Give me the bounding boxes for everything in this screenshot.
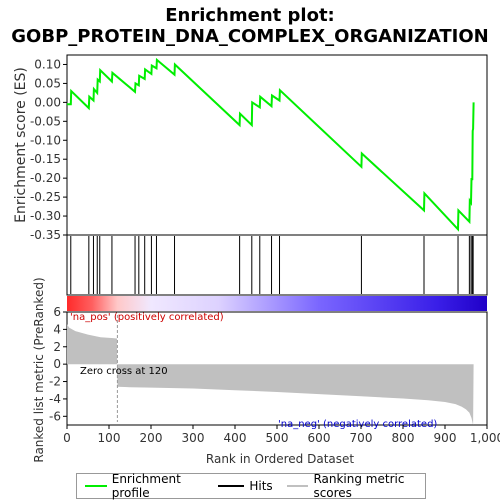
metric-y-axis: 6 4 2 0 -2 -4 -6 (49, 305, 67, 423)
es-y-axis-title: Enrichment score (ES) (13, 67, 29, 223)
x-tick-label: 500 (266, 431, 289, 445)
es-y-tick-label: -0.25 (30, 190, 61, 204)
metric-y-tick-label: 6 (53, 305, 61, 319)
es-y-tick-label: 0.00 (34, 95, 61, 109)
zero-cross-label: Zero cross at 120 (80, 366, 168, 377)
x-tick-label: 800 (392, 431, 415, 445)
metric-y-tick-label: 2 (53, 340, 61, 354)
metric-y-axis-title: Ranked list metric (PreRanked) (32, 277, 46, 462)
es-y-tick-label: -0.10 (30, 133, 61, 147)
hits-swatch-icon (218, 485, 244, 487)
x-tick-label: 200 (140, 431, 163, 445)
x-tick-label: 700 (350, 431, 373, 445)
es-y-tick-label: -0.35 (30, 228, 61, 242)
es-y-tick-label: -0.15 (30, 152, 61, 166)
legend-item-hits: Hits (218, 479, 272, 493)
es-y-tick-label: 0.10 (34, 57, 61, 71)
negative-correlation-label: 'na_neg' (negatively correlated) (278, 419, 437, 430)
enrichment-swatch-icon (85, 485, 107, 487)
ranking-heatbar (67, 296, 487, 311)
es-y-tick-label: 0.05 (34, 76, 61, 90)
ranking-swatch-icon (287, 485, 309, 487)
legend-enrichment-label: Enrichment profile (112, 472, 205, 500)
metric-y-tick-label: 4 (53, 322, 61, 336)
metric-y-tick-label: -2 (49, 375, 61, 389)
es-y-tick-label: -0.30 (30, 209, 61, 223)
es-y-tick-label: -0.20 (30, 171, 61, 185)
x-tick-label: 400 (224, 431, 247, 445)
es-y-axis: 0.10 0.05 0.00 -0.05 -0.10 -0.15 -0.20 -0.25 -0.… (30, 57, 67, 242)
metric-y-tick-label: -4 (49, 392, 61, 406)
legend-item-enrichment: Enrichment profile (85, 472, 204, 500)
es-y-tick-label: -0.05 (30, 114, 61, 128)
metric-y-tick-label: 0 (53, 357, 61, 371)
metric-y-tick-label: -6 (49, 409, 61, 423)
x-tick-label: 1,000 (470, 431, 500, 445)
x-tick-label: 900 (434, 431, 457, 445)
x-tick-label: 100 (98, 431, 121, 445)
x-axis-title: Rank in Ordered Dataset (206, 452, 354, 466)
x-tick-label: 0 (63, 431, 71, 445)
legend: Enrichment profile Hits Ranking metric s… (76, 473, 426, 499)
positive-correlation-label: 'na_pos' (positively correlated) (70, 312, 224, 323)
x-tick-label: 600 (308, 431, 331, 445)
legend-hits-label: Hits (249, 479, 272, 493)
legend-ranking-label: Ranking metric scores (313, 472, 425, 500)
legend-item-ranking: Ranking metric scores (287, 472, 425, 500)
x-tick-label: 300 (182, 431, 205, 445)
